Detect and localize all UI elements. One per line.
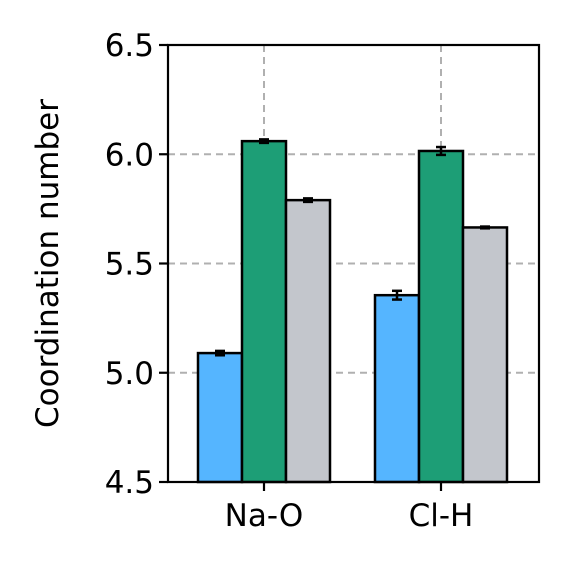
error-bars	[215, 138, 490, 357]
y-axis-ticks: 4.5 5.0 5.5 6.0 6.5	[105, 28, 168, 501]
x-tick-label: Na-O	[225, 498, 304, 534]
y-tick-label: 4.5	[105, 465, 154, 501]
bar	[417, 149, 465, 484]
x-tick-label: Cl-H	[409, 498, 474, 534]
bar	[196, 351, 244, 484]
bar	[240, 139, 288, 484]
bar	[284, 198, 332, 484]
bar	[461, 226, 509, 484]
y-tick-label: 5.0	[105, 356, 154, 392]
y-tick-label: 6.5	[105, 28, 154, 64]
y-tick-label: 6.0	[105, 137, 154, 173]
y-axis-label: Coordination number	[30, 99, 66, 428]
y-tick-label: 5.5	[105, 247, 154, 283]
x-axis-ticks: Na-O Cl-H	[225, 482, 474, 534]
bar	[373, 293, 421, 484]
bars	[196, 139, 509, 484]
